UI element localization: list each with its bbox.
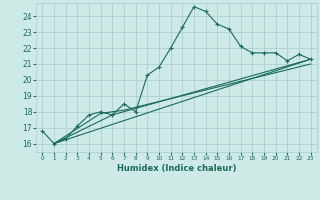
X-axis label: Humidex (Indice chaleur): Humidex (Indice chaleur): [117, 164, 236, 173]
